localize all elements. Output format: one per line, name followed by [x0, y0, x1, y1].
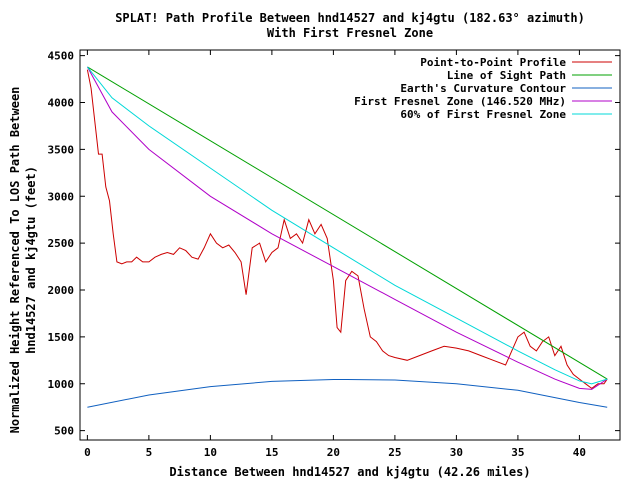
- legend-label: First Fresnel Zone (146.520 MHz): [354, 95, 566, 108]
- chart-subtitle: With First Fresnel Zone: [267, 26, 433, 40]
- legend-label: Point-to-Point Profile: [420, 56, 566, 69]
- y-tick-label: 500: [54, 425, 74, 438]
- x-tick-label: 35: [511, 446, 524, 459]
- y-tick-label: 3500: [48, 143, 75, 156]
- y-tick-label: 1000: [48, 378, 75, 391]
- y-tick-label: 3000: [48, 190, 75, 203]
- x-tick-label: 25: [388, 446, 401, 459]
- x-tick-label: 40: [573, 446, 586, 459]
- series-layer: [86, 66, 608, 408]
- x-tick-label: 30: [450, 446, 463, 459]
- y-tick-label: 4500: [48, 50, 75, 63]
- axis-ticks: 0 5 10 15 20 25 30 35 40 500 1000 1500 2000 2500 3000 3…: [48, 50, 620, 459]
- x-axis-label: Distance Between hnd14527 and kj4gtu (42…: [169, 465, 530, 479]
- legend-label: 60% of First Fresnel Zone: [400, 108, 566, 121]
- y-axis-label-line1: Normalized Height Referenced To LOS Path…: [8, 87, 22, 434]
- legend-label: Earth's Curvature Contour: [400, 82, 566, 95]
- chart-title: SPLAT! Path Profile Between hnd14527 and…: [115, 11, 585, 25]
- series-line-0: [86, 69, 608, 390]
- series-line-4: [87, 66, 608, 385]
- series-line-3: [86, 66, 608, 390]
- y-tick-label: 2500: [48, 237, 75, 250]
- y-tick-label: 1500: [48, 331, 75, 344]
- y-tick-label: 2000: [48, 284, 75, 297]
- series-line-1: [87, 66, 608, 380]
- x-tick-label: 20: [327, 446, 340, 459]
- x-tick-label: 5: [146, 446, 153, 459]
- x-tick-label: 10: [204, 446, 217, 459]
- y-axis-label-line2: hnd14527 and kj4gtu (feet): [24, 166, 38, 354]
- y-tick-label: 4000: [48, 97, 75, 110]
- x-tick-label: 15: [265, 446, 278, 459]
- x-tick-label: 0: [84, 446, 91, 459]
- series-line-2: [87, 379, 608, 408]
- legend-label: Line of Sight Path: [447, 69, 566, 82]
- plot-frame: [79, 49, 621, 441]
